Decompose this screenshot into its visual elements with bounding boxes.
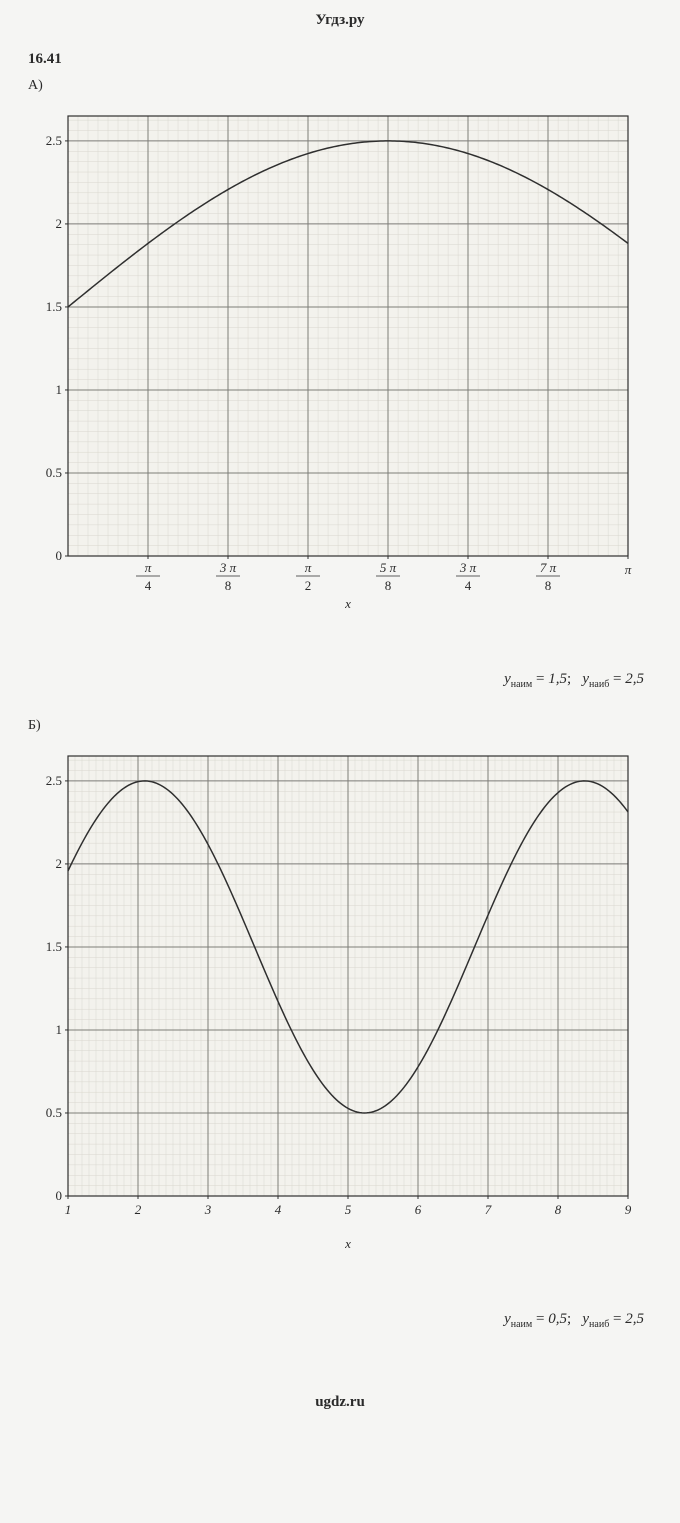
- svg-text:0.5: 0.5: [46, 465, 62, 480]
- svg-text:2: 2: [305, 578, 312, 593]
- svg-text:2: 2: [56, 216, 63, 231]
- svg-text:0.5: 0.5: [46, 1105, 62, 1120]
- svg-text:3 π: 3 π: [219, 560, 237, 575]
- chart-a: 0 0.5 1 1.5 2 2.5 π 4 3 π 8 π 2 5 π 8 3 π 4 7 π 8 π x: [28, 106, 652, 657]
- svg-text:2.5: 2.5: [46, 773, 62, 788]
- ymin-b-sub: наим: [511, 1319, 532, 1330]
- svg-text:π: π: [145, 560, 152, 575]
- svg-text:5 π: 5 π: [380, 560, 397, 575]
- ymin-a-val: 1,5: [548, 671, 567, 687]
- chart-b-svg: 0 0.5 1 1.5 2 2.5 1 2 3 4 5 6 7 8 9 x: [28, 746, 638, 1292]
- section-number: 16.41: [28, 51, 652, 68]
- svg-text:0: 0: [56, 548, 63, 563]
- svg-text:2.5: 2.5: [46, 133, 62, 148]
- svg-text:8: 8: [225, 578, 232, 593]
- svg-text:6: 6: [415, 1202, 422, 1217]
- svg-text:4: 4: [145, 578, 152, 593]
- ymin-a-sub: наим: [511, 679, 532, 690]
- svg-text:x: x: [344, 1236, 351, 1251]
- page-header: Угдз.ру: [0, 0, 680, 37]
- ymax-a-sub: наиб: [589, 679, 609, 690]
- svg-text:3 π: 3 π: [459, 560, 477, 575]
- chart-a-svg: 0 0.5 1 1.5 2 2.5 π 4 3 π 8 π 2 5 π 8 3 π 4 7 π 8 π x: [28, 106, 638, 652]
- svg-text:3: 3: [204, 1202, 212, 1217]
- svg-text:9: 9: [625, 1202, 632, 1217]
- ymin-b-val: 0,5: [548, 1311, 567, 1327]
- svg-text:7 π: 7 π: [540, 560, 557, 575]
- svg-text:4: 4: [275, 1202, 282, 1217]
- svg-text:π: π: [625, 562, 632, 577]
- svg-text:8: 8: [385, 578, 392, 593]
- page-footer: ugdz.ru: [0, 1382, 680, 1423]
- svg-text:1: 1: [65, 1202, 72, 1217]
- ymax-b-sub: наиб: [589, 1319, 609, 1330]
- ymax-a-val: 2,5: [625, 671, 644, 687]
- chart-b: 0 0.5 1 1.5 2 2.5 1 2 3 4 5 6 7 8 9 x: [28, 746, 652, 1297]
- svg-text:1.5: 1.5: [46, 299, 62, 314]
- page-content: 16.41 А) 0 0.5 1 1.5 2 2.5 π 4 3 π 8 π 2 5 π 8 3 π 4 7 π…: [0, 37, 680, 1382]
- svg-text:2: 2: [135, 1202, 142, 1217]
- svg-text:1: 1: [56, 382, 63, 397]
- header-site: Угдз.ру: [315, 12, 364, 28]
- chart-a-result: yнаим = 1,5; yнаиб = 2,5: [28, 671, 644, 690]
- svg-text:4: 4: [465, 578, 472, 593]
- svg-text:8: 8: [555, 1202, 562, 1217]
- svg-text:7: 7: [485, 1202, 492, 1217]
- part-a-label: А): [28, 78, 652, 94]
- svg-text:8: 8: [545, 578, 552, 593]
- footer-site: ugdz.ru: [315, 1394, 365, 1410]
- svg-text:0: 0: [56, 1188, 63, 1203]
- part-b-label: Б): [28, 718, 652, 734]
- svg-text:1.5: 1.5: [46, 939, 62, 954]
- svg-text:5: 5: [345, 1202, 352, 1217]
- svg-text:2: 2: [56, 856, 63, 871]
- svg-text:x: x: [344, 596, 351, 611]
- chart-b-result: yнаим = 0,5; yнаиб = 2,5: [28, 1311, 644, 1330]
- ymax-b-val: 2,5: [625, 1311, 644, 1327]
- svg-text:1: 1: [56, 1022, 63, 1037]
- svg-text:π: π: [305, 560, 312, 575]
